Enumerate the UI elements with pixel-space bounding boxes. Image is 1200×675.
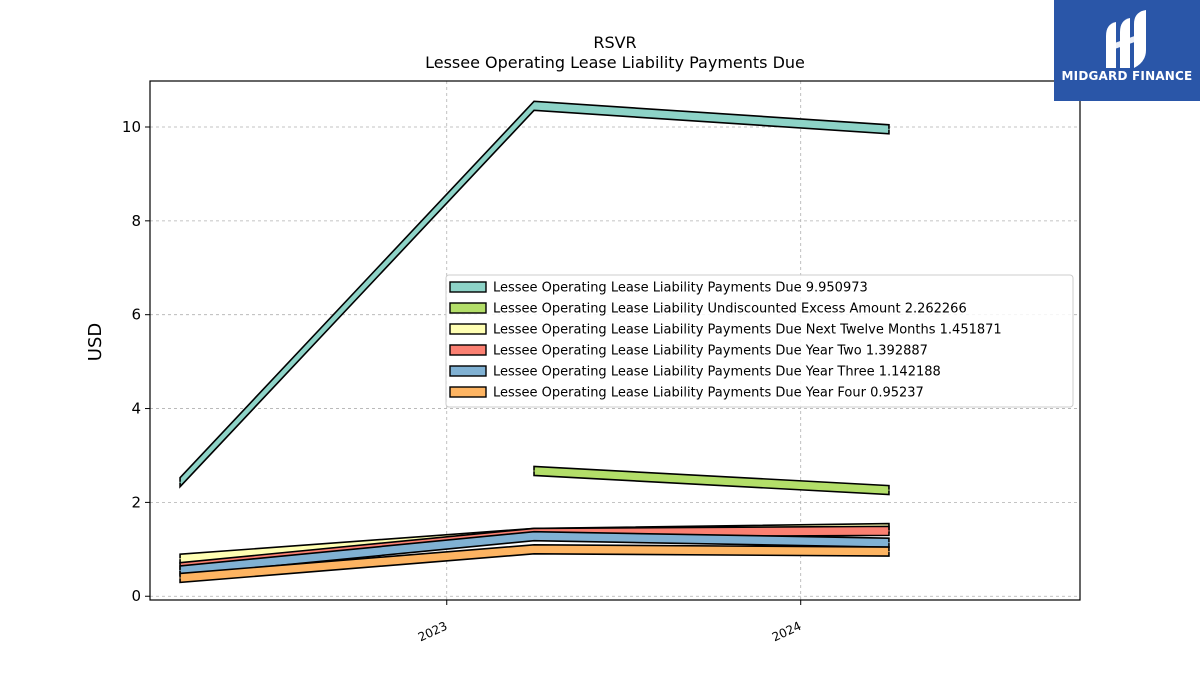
legend-swatch <box>449 302 487 314</box>
chart-subtitle: Lessee Operating Lease Liability Payment… <box>425 53 805 72</box>
legend-box <box>445 274 1074 408</box>
series-ribbon-6 <box>179 544 890 584</box>
data-point <box>179 558 181 560</box>
y-tick-label: 0 <box>131 587 141 605</box>
x-tick-label: 2024 <box>770 619 804 645</box>
y-tick-label: 4 <box>131 400 141 418</box>
legend-swatch <box>449 386 487 398</box>
data-point <box>533 105 535 107</box>
y-axis-label: USD <box>85 323 106 361</box>
data-point <box>888 489 890 491</box>
data-point <box>179 481 181 483</box>
legend-entry: Lessee Operating Lease Liability Payment… <box>493 344 928 359</box>
data-point <box>888 550 890 553</box>
data-point <box>179 569 181 572</box>
legend-swatch <box>449 323 487 335</box>
legend-entry: Lessee Operating Lease Liability Payment… <box>493 386 924 401</box>
y-tick-label: 10 <box>122 118 141 136</box>
data-point <box>888 542 890 544</box>
chart-title: RSVR <box>593 33 636 52</box>
y-tick-label: 6 <box>131 306 141 324</box>
legend-entry: Lessee Operating Lease Liability Undisco… <box>493 302 967 317</box>
brand-name: MIDGARD FINANCE <box>1061 69 1193 83</box>
legend-swatch <box>449 281 487 293</box>
y-tick-label: 2 <box>131 493 141 511</box>
brand-logo: MIDGARD FINANCE <box>1054 0 1200 101</box>
y-axis: 0 2 4 6 8 10 <box>122 118 150 605</box>
series-ribbon-1 <box>179 100 890 489</box>
data-point <box>533 470 535 472</box>
legend-entry: Lessee Operating Lease Liability Payment… <box>493 365 941 380</box>
y-tick-label: 8 <box>131 212 141 230</box>
series-ribbon-2 <box>533 465 890 496</box>
midgard-logo-icon <box>1106 10 1146 68</box>
plot-frame <box>149 80 1081 601</box>
data-point <box>888 128 890 130</box>
series-layer <box>179 100 890 584</box>
x-axis: 2023 2024 <box>416 600 804 645</box>
data-point <box>533 535 535 537</box>
data-point <box>533 548 535 550</box>
legend-entry: Lessee Operating Lease Liability Payment… <box>493 281 868 296</box>
x-tick-label: 2023 <box>416 619 450 645</box>
legend-swatch <box>449 344 487 356</box>
data-point <box>179 577 181 579</box>
legend-entry: Lessee Operating Lease Liability Payment… <box>493 323 1002 338</box>
legend: Lessee Operating Lease Liability Payment… <box>445 274 1074 408</box>
legend-swatch <box>449 365 487 377</box>
data-point <box>888 530 890 532</box>
